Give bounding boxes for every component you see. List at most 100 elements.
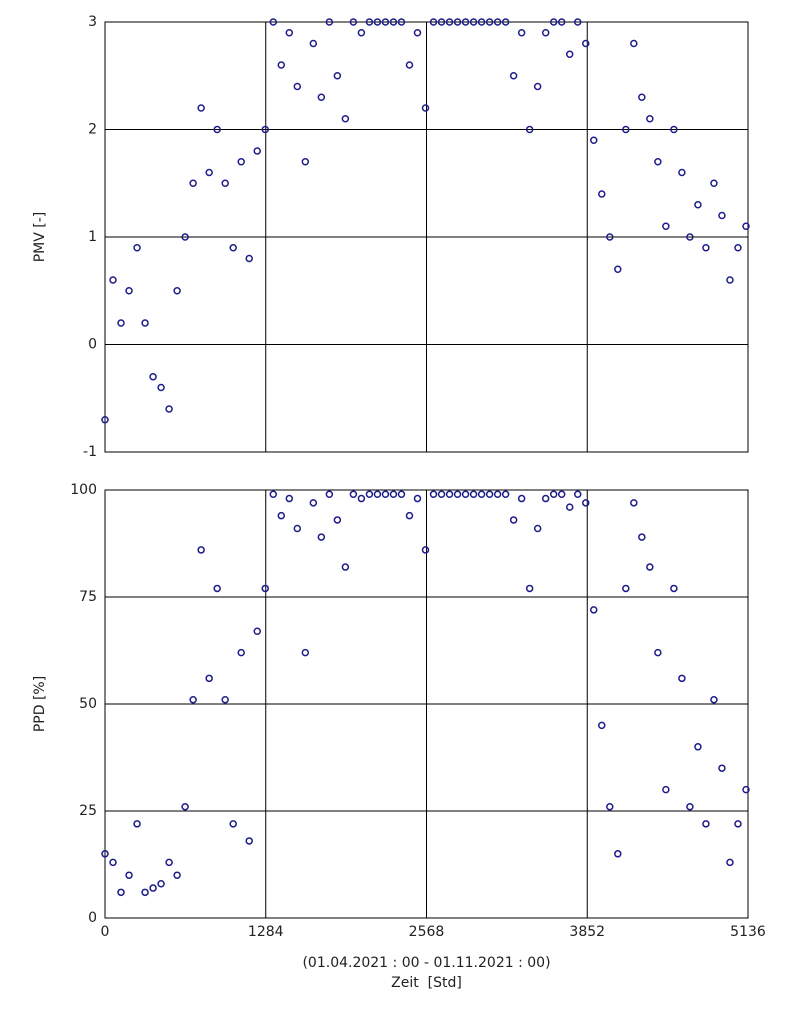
data-point [261, 125, 269, 134]
data-point [141, 319, 149, 327]
data-point [622, 125, 630, 134]
x-axis-period: (01.04.2021 : 00 - 01.11.2021 : 00) [302, 955, 550, 971]
data-point [509, 72, 518, 80]
y-tick-label: 50 [79, 696, 97, 712]
data-point [357, 494, 366, 503]
x-tick-label: 3852 [569, 924, 605, 940]
data-point [109, 276, 117, 284]
data-point [213, 125, 221, 134]
data-point [549, 490, 558, 499]
data-point [573, 490, 582, 499]
data-point [125, 287, 133, 295]
data-point [590, 606, 598, 614]
data-point [429, 490, 438, 499]
data-point [285, 494, 294, 503]
data-point [493, 490, 502, 499]
data-point [117, 319, 125, 327]
data-point [606, 233, 614, 241]
data-point [501, 490, 510, 499]
data-point [421, 546, 430, 554]
data-point [213, 584, 221, 593]
data-point [485, 490, 494, 499]
data-point [381, 18, 390, 26]
data-point [157, 383, 165, 392]
data-point [301, 158, 310, 166]
data-point [413, 29, 422, 37]
data-point [742, 222, 750, 230]
data-point [389, 18, 398, 26]
data-point [181, 802, 189, 811]
data-point [694, 743, 702, 751]
data-point [573, 18, 582, 26]
data-point [445, 18, 454, 26]
data-point [261, 584, 269, 593]
data-point [389, 490, 398, 499]
data-point [277, 61, 286, 69]
data-point [333, 516, 342, 524]
data-point [469, 18, 478, 26]
data-point [365, 18, 374, 26]
data-point [317, 93, 326, 101]
y-tick-label: 0 [88, 337, 97, 353]
data-point [533, 524, 542, 533]
data-point [221, 695, 229, 704]
data-point [734, 820, 742, 828]
x-axis-label: Zeit [Std] [391, 975, 462, 991]
data-point [365, 490, 374, 499]
data-point [686, 802, 694, 811]
y-tick-label: 75 [79, 589, 97, 605]
data-point [469, 490, 478, 499]
data-point [517, 494, 526, 503]
data-point [309, 39, 318, 48]
data-point [662, 785, 670, 794]
data-point [149, 884, 157, 892]
x-tick-label: 0 [101, 924, 110, 940]
data-point [325, 490, 334, 499]
data-point [205, 168, 213, 177]
data-point [726, 858, 734, 867]
data-point [590, 136, 598, 144]
data-point [245, 837, 253, 845]
data-point [686, 233, 694, 241]
data-point [734, 244, 742, 252]
data-point [646, 563, 654, 571]
data-point [125, 871, 133, 879]
data-point [101, 416, 109, 424]
data-point [565, 50, 574, 58]
data-point [549, 18, 558, 26]
data-point [429, 18, 438, 26]
data-point [173, 287, 181, 295]
data-point [630, 499, 638, 507]
data-point [541, 494, 550, 503]
data-point [133, 244, 141, 252]
data-point [581, 499, 590, 507]
data-point [149, 373, 157, 381]
data-point [357, 29, 366, 37]
data-point [109, 858, 117, 867]
data-point [437, 490, 446, 499]
data-point [525, 584, 534, 593]
data-point [453, 18, 462, 26]
data-point [341, 563, 350, 571]
data-point [453, 490, 462, 499]
x-tick-label: 5136 [730, 924, 766, 940]
data-point [598, 721, 606, 730]
data-point [373, 18, 382, 26]
data-point [565, 503, 574, 511]
data-point [662, 222, 670, 230]
data-point [189, 179, 197, 187]
data-point [397, 18, 406, 26]
data-point [333, 72, 342, 80]
y-axis-label: PPD [%] [32, 676, 48, 732]
y-tick-label: -1 [83, 444, 97, 460]
data-point [670, 584, 678, 593]
data-point [181, 233, 189, 241]
data-point [381, 490, 390, 499]
y-tick-label: 2 [88, 122, 97, 138]
data-point [614, 265, 622, 273]
data-point [341, 115, 350, 123]
data-point [165, 858, 173, 867]
y-tick-label: 1 [88, 229, 97, 245]
data-point [493, 18, 502, 26]
data-point [197, 104, 205, 112]
